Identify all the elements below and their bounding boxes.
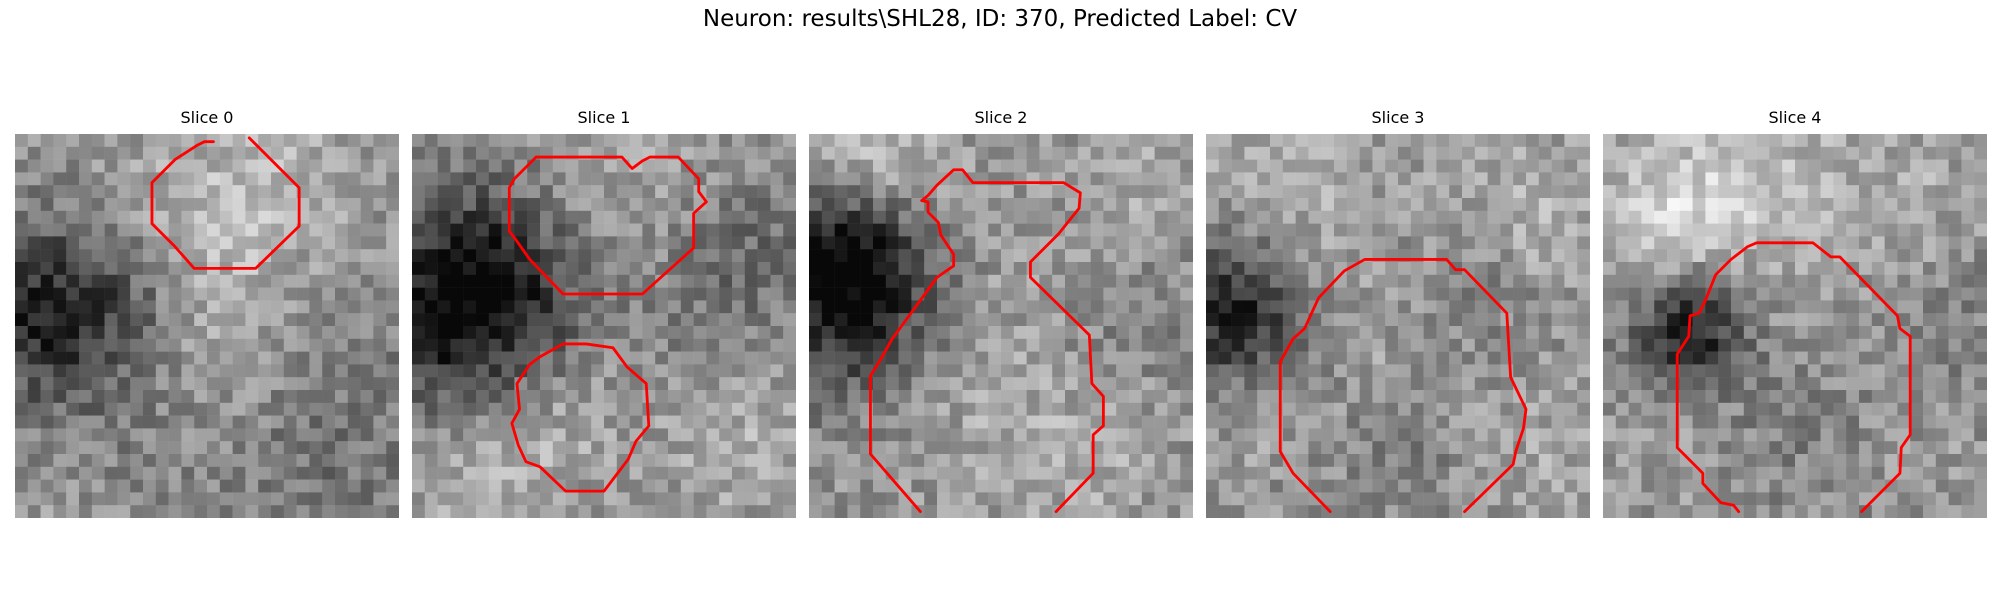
slice-panel-2: Slice 2	[809, 108, 1193, 518]
grayscale-slice-image	[1603, 134, 1987, 518]
grayscale-slice-image	[412, 134, 796, 518]
pixel-grid	[1603, 134, 1987, 518]
slice-title: Slice 4	[1768, 108, 1822, 127]
grayscale-slice-image	[809, 134, 1193, 518]
contour-outline	[507, 155, 708, 296]
figure-title: Neuron: results\SHL28, ID: 370, Predicte…	[702, 6, 1298, 32]
slice-panel-0: Slice 0	[15, 108, 399, 518]
contour-outline	[1278, 258, 1528, 514]
contour-outline	[150, 136, 301, 270]
slice-panel-1: Slice 1	[412, 108, 796, 518]
contour-outline	[1675, 241, 1912, 514]
pixel-grid	[15, 134, 399, 518]
pixel-grid	[809, 134, 1193, 518]
slice-title: Slice 1	[577, 108, 631, 127]
grayscale-slice-image	[1206, 134, 1590, 518]
contour-outline	[510, 342, 651, 493]
grayscale-slice-image	[15, 134, 399, 518]
slice-title: Slice 0	[180, 108, 234, 127]
contour-outline	[869, 168, 1105, 514]
slice-panel-3: Slice 3	[1206, 108, 1590, 518]
slice-title: Slice 2	[974, 108, 1028, 127]
pixel-grid	[1206, 134, 1590, 518]
slice-panel-4: Slice 4	[1603, 108, 1987, 518]
pixel-grid	[412, 134, 796, 518]
slice-title: Slice 3	[1371, 108, 1425, 127]
